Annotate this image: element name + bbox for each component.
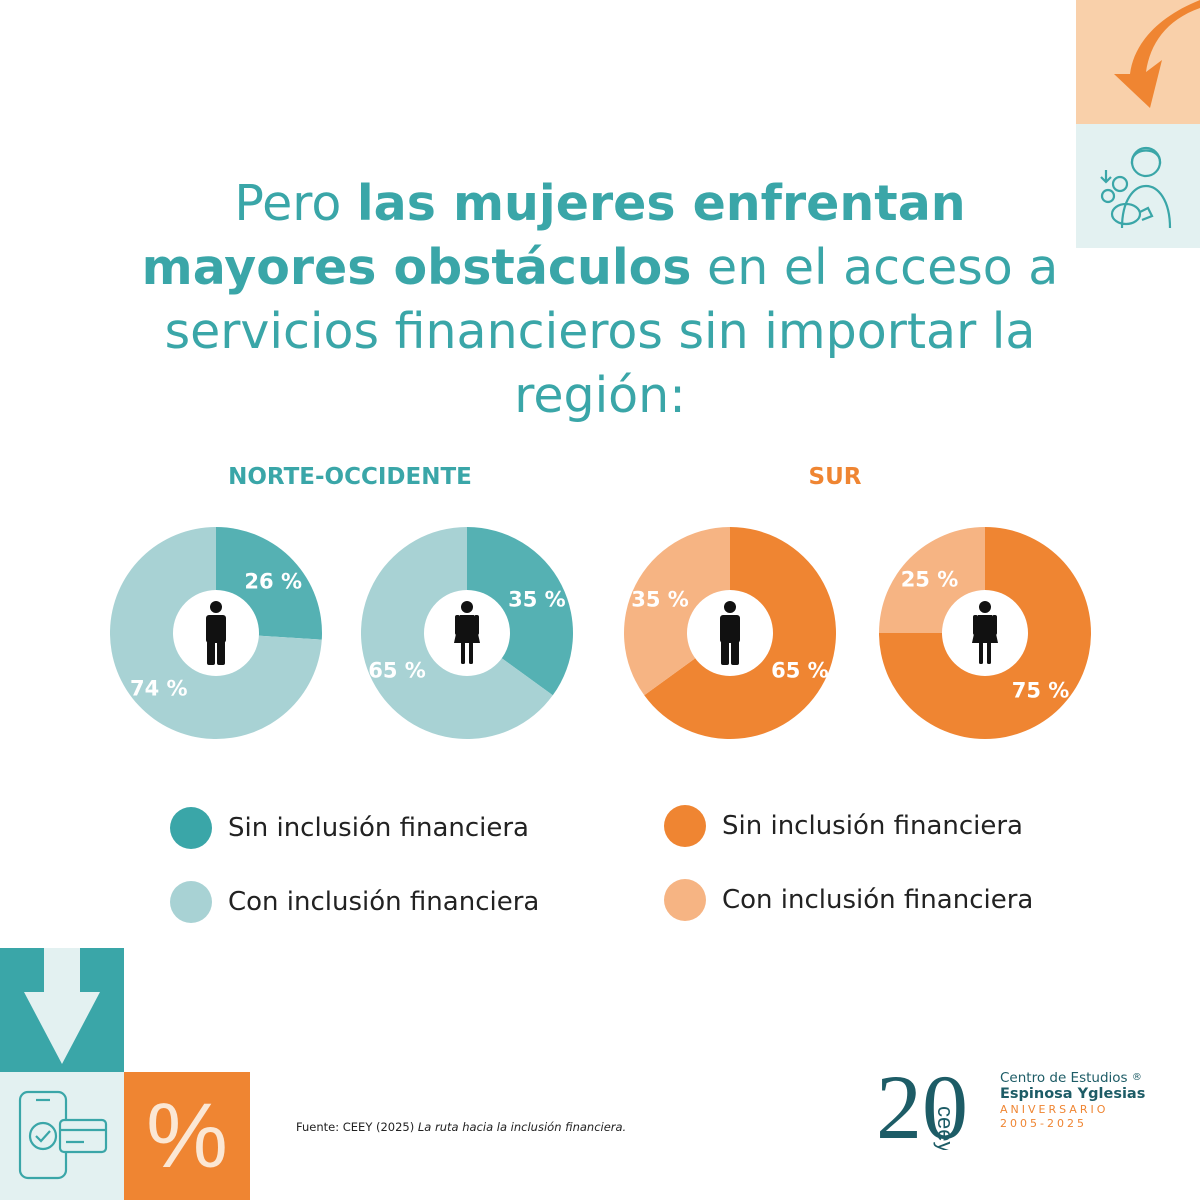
- donut-slice: [467, 527, 573, 696]
- logo-anniversary: ANIVERSARIO: [1000, 1103, 1109, 1116]
- legend-swatch: [664, 805, 706, 847]
- woman-icon: [972, 601, 998, 664]
- slice-label: 26 %: [244, 569, 302, 593]
- slice-label: 74 %: [130, 677, 188, 701]
- legend-swatch: [664, 879, 706, 921]
- source-prefix: Fuente: CEEY (2025): [296, 1120, 418, 1134]
- woman-savings-icon: [1100, 146, 1172, 229]
- legend-swatch: [170, 881, 212, 923]
- slice-label: 25 %: [901, 567, 959, 591]
- legend-item: Con inclusión financiera: [664, 878, 1033, 922]
- donut-chart: 26 % 74 %: [110, 527, 322, 739]
- corner-tile-orange: [1076, 0, 1200, 124]
- title-text-1: Pero: [234, 175, 357, 232]
- donut-chart: 75 % 25 %: [879, 527, 1091, 739]
- title-text-bold: las mujeres enfrentan mayores obstáculos: [141, 175, 966, 296]
- man-icon: [206, 601, 226, 665]
- region-heading-sur: SUR: [808, 464, 862, 490]
- legend-swatch: [170, 807, 212, 849]
- woman-icon: [454, 601, 480, 664]
- corner-tile-orange-percent: %: [124, 1072, 250, 1200]
- slice-label: 65 %: [771, 659, 829, 683]
- down-arrow-icon: [0, 948, 124, 1072]
- anniversary-20-logo: 20 ceey: [876, 1060, 968, 1150]
- slice-label: 35 %: [508, 587, 566, 611]
- title-text-2: en el acceso a servicios financieros sin…: [164, 239, 1059, 424]
- source-note: Fuente: CEEY (2025) La ruta hacia la inc…: [296, 1120, 626, 1134]
- legend-label: Con inclusión financiera: [722, 885, 1034, 915]
- legend-label: Sin inclusión financiera: [228, 813, 529, 843]
- logo-line2: Espinosa Yglesias: [1000, 1086, 1146, 1102]
- man-icon: [720, 601, 740, 665]
- legend-item: Sin inclusión financiera: [170, 806, 539, 850]
- legend-label: Con inclusión financiera: [228, 887, 540, 917]
- logo-line1: Centro de Estudios: [1000, 1070, 1128, 1086]
- logo-number: 20: [876, 1060, 968, 1150]
- percent-symbol: %: [146, 1085, 228, 1187]
- legend-label: Sin inclusión financiera: [722, 811, 1023, 841]
- legend-item: Con inclusión financiera: [170, 880, 539, 924]
- page-title: Pero las mujeres enfrentan mayores obstá…: [130, 172, 1070, 428]
- donut-chart: 35 % 65 %: [361, 527, 573, 739]
- logo-monogram: ceey: [933, 1106, 958, 1150]
- donut-slice: [624, 527, 730, 696]
- phone-card-payment-icon: [18, 1090, 108, 1180]
- donut-charts: 26 % 74 % 35 % 65 % 65 % 35 % 75 % 25 %: [110, 527, 1091, 739]
- ceey-logo: 20 ceey Centro de Estudios ® Espinosa Yg…: [876, 1060, 1176, 1150]
- slice-label: 35 %: [631, 587, 689, 611]
- legend-item: Sin inclusión financiera: [664, 804, 1033, 848]
- region-heading-norte-occidente: NORTE-OCCIDENTE: [228, 464, 472, 490]
- legend-left: Sin inclusión financiera Con inclusión f…: [170, 806, 539, 924]
- logo-years: 2005-2025: [1000, 1117, 1087, 1130]
- corner-tile-light: [0, 1072, 124, 1200]
- corner-tile-teal-arrow: [0, 948, 124, 1072]
- source-title: La ruta hacia la inclusión financiera.: [417, 1120, 627, 1134]
- legend-right: Sin inclusión financiera Con inclusión f…: [664, 804, 1033, 922]
- logo-registered: ®: [1131, 1072, 1142, 1083]
- corner-tile-teal: [1076, 124, 1200, 248]
- slice-label: 75 %: [1012, 679, 1070, 703]
- curved-arrow-icon: [1114, 0, 1200, 108]
- logo-text: Centro de Estudios ® Espinosa Yglesias A…: [1000, 1070, 1145, 1131]
- slice-label: 65 %: [368, 659, 426, 683]
- donut-chart: 65 % 35 %: [624, 527, 836, 739]
